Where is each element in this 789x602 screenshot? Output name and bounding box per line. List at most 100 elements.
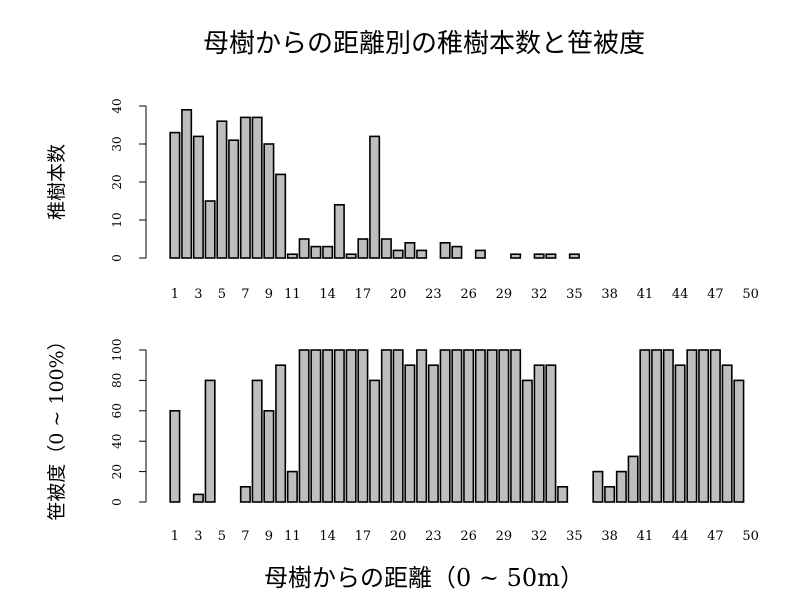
- bottom-x-tick-label: 1: [171, 529, 179, 544]
- bottom-x-tick-label: 7: [241, 529, 249, 544]
- bottom-bar-x29: [498, 349, 510, 503]
- top-bar-x25: [451, 245, 463, 259]
- bottom-bar-x23: [427, 364, 439, 503]
- top-x-tick-label: 11: [284, 287, 301, 302]
- top-y-tick-label: 20: [110, 174, 124, 189]
- top-bar-x12: [298, 238, 310, 259]
- bottom-bar-x49: [733, 379, 745, 503]
- bottom-bar-x21: [404, 364, 416, 503]
- top-bar-x24: [439, 242, 451, 259]
- bottom-x-tick-label: 47: [707, 529, 724, 544]
- bottom-bar-x39: [615, 470, 627, 503]
- top-bar-x14: [322, 245, 334, 259]
- top-x-tick-label: 35: [566, 287, 583, 302]
- bottom-bar-x8: [251, 379, 263, 503]
- bottom-x-tick-label: 38: [601, 529, 618, 544]
- top-bar-x16: [345, 253, 357, 259]
- bottom-x-tick-label: 11: [284, 529, 301, 544]
- bottom-bar-x30: [510, 349, 522, 503]
- top-bar-x21: [404, 242, 416, 259]
- top-x-tick-label: 50: [742, 287, 759, 302]
- bottom-bar-x12: [298, 349, 310, 503]
- bottom-bars: [169, 349, 745, 503]
- bottom-bar-x9: [263, 409, 275, 503]
- top-x-tick-label: 7: [241, 287, 249, 302]
- bottom-bar-x25: [451, 349, 463, 503]
- bottom-x-tick-label: 9: [265, 529, 273, 544]
- bottom-bar-x48: [721, 364, 733, 503]
- top-y-tick-label: 10: [110, 212, 124, 227]
- bottom-bar-x44: [674, 364, 686, 503]
- bottom-bar-x18: [369, 379, 381, 503]
- bottom-bar-x28: [486, 349, 498, 503]
- bottom-x-tick-label: 23: [425, 529, 442, 544]
- top-x-tick-label: 38: [601, 287, 618, 302]
- top-bar-x2: [181, 109, 193, 259]
- top-x-tick-label: 32: [531, 287, 548, 302]
- bottom-y-tick-label: 20: [110, 464, 124, 479]
- bottom-x-tick-label: 29: [496, 529, 513, 544]
- bottom-bar-x47: [709, 349, 721, 503]
- top-bar-x33: [545, 253, 557, 259]
- bottom-bar-x14: [322, 349, 334, 503]
- bottom-y-tick-label: 80: [110, 373, 124, 388]
- top-x-axis: 1 3 5 7 9 11 14 17 20 23 26 29 32 35 38 41 44 47 50: [171, 287, 759, 302]
- top-y-tick-label: 0: [110, 254, 124, 262]
- top-x-tick-label: 14: [319, 287, 336, 302]
- top-bar-x35: [568, 253, 580, 259]
- bottom-bar-x22: [416, 349, 428, 503]
- top-bar-x9: [263, 143, 275, 259]
- top-x-tick-label: 23: [425, 287, 442, 302]
- bottom-bar-x43: [662, 349, 674, 503]
- top-x-tick-label: 44: [672, 287, 689, 302]
- bottom-x-tick-label: 14: [319, 529, 336, 544]
- top-bar-x5: [216, 120, 228, 259]
- top-x-tick-label: 1: [171, 287, 179, 302]
- top-bars: [169, 109, 580, 259]
- bottom-x-tick-label: 3: [194, 529, 202, 544]
- top-x-tick-label: 5: [218, 287, 226, 302]
- bottom-bar-x10: [275, 364, 287, 503]
- bottom-bar-x20: [392, 349, 404, 503]
- bottom-y-tick-label: 40: [110, 434, 124, 449]
- top-x-tick-label: 17: [355, 287, 372, 302]
- top-bar-x10: [275, 173, 287, 259]
- bottom-bar-x34: [557, 485, 569, 503]
- top-y-tick-label: 30: [110, 136, 124, 151]
- x-axis-label: 母樹からの距離（0 ~ 50m）: [264, 564, 584, 592]
- bottom-bar-x37: [592, 470, 604, 503]
- bottom-y-axis-label: 笹被度（0 ~ 100%）: [46, 331, 68, 520]
- top-x-tick-label: 9: [265, 287, 273, 302]
- bottom-x-tick-label: 35: [566, 529, 583, 544]
- top-bar-x17: [357, 238, 369, 259]
- top-bar-x1: [169, 131, 181, 259]
- bottom-bar-x38: [604, 485, 616, 503]
- top-bar-x30: [510, 253, 522, 259]
- top-y-axis-label: 稚樹本数: [46, 144, 68, 220]
- top-x-tick-label: 29: [496, 287, 513, 302]
- top-bar-x22: [416, 249, 428, 259]
- top-x-tick-label: 26: [460, 287, 477, 302]
- top-x-tick-label: 41: [637, 287, 654, 302]
- bottom-x-tick-label: 41: [637, 529, 654, 544]
- top-bar-x4: [204, 200, 216, 259]
- bottom-x-tick-label: 17: [355, 529, 372, 544]
- bottom-bar-x45: [686, 349, 698, 503]
- bottom-y-tick-label: 0: [110, 498, 124, 506]
- top-bar-x3: [192, 135, 204, 259]
- bottom-x-tick-label: 32: [531, 529, 548, 544]
- bottom-bar-x13: [310, 349, 322, 503]
- bottom-x-tick-label: 44: [672, 529, 689, 544]
- bottom-bar-x31: [521, 379, 533, 503]
- bottom-bar-x32: [533, 364, 545, 503]
- top-x-tick-label: 47: [707, 287, 724, 302]
- bottom-y-axis: 0 20 40 60 80 100: [110, 339, 147, 506]
- top-y-axis: 0 10 20 30 40: [110, 98, 147, 262]
- bottom-y-tick-label: 60: [110, 403, 124, 418]
- top-bar-x8: [251, 116, 263, 259]
- bottom-bar-x46: [698, 349, 710, 503]
- top-x-tick-label: 20: [390, 287, 407, 302]
